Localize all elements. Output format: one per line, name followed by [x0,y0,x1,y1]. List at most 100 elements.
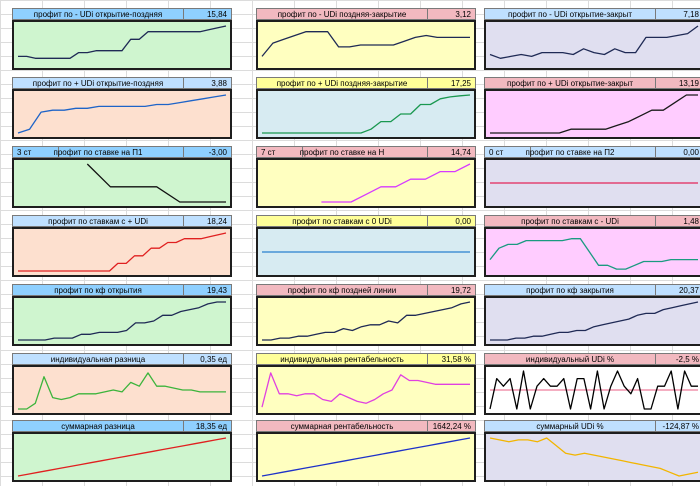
chart-plot-area [12,432,232,482]
chart-svg [86,163,226,203]
chart-panel[interactable]: профит по - UDi открытие-закрыт 7,18 [484,8,700,70]
chart-panel[interactable]: профит по кф открытия 19,43 [12,284,232,346]
chart-panel[interactable]: профит по + UDi открытие-закрыт 13,19 [484,77,700,139]
chart-header: профит по кф поздней линии 19,72 [256,284,476,296]
series-line [261,372,470,408]
chart-panel[interactable]: профит по кф закрытия 20,37 [484,284,700,346]
header-divider [183,285,184,295]
header-divider [427,9,428,19]
chart-title: суммарная рентабельность [290,422,394,431]
chart-value: 15,84 [206,10,227,19]
chart-panel[interactable]: суммарный UDi % -124,87 % [484,420,700,482]
chart-header: 0 ст профит по ставке на П2 0,00 [484,146,700,158]
chart-header: 3 ст профит по ставке на П1 -3,00 [12,146,232,158]
chart-title: профит по ставкам с + UDi [48,217,148,226]
chart-svg [489,437,699,477]
chart-header: профит по - UDi открытие-закрыт 7,18 [484,8,700,20]
chart-value: 0,00 [455,217,471,226]
series-line [17,437,227,477]
header-divider [427,285,428,295]
chart-title: профит по кф закрытия [526,286,614,295]
chart-svg [489,238,698,270]
chart-panel[interactable]: профит по ставкам с - UDi 1,48 [484,215,700,277]
chart-svg [489,25,699,59]
chart-value: 20,37 [678,286,699,295]
chart-value: 18,24 [206,217,227,226]
chart-panel[interactable]: профит по - UDi открытие-поздняя 15,84 [12,8,232,70]
header-divider [427,216,428,226]
chart-value: 7,18 [683,10,699,19]
chart-plot-area [256,296,476,346]
chart-title: профит по + UDi открытие-поздняя [32,79,164,88]
chart-plot-area [484,365,700,415]
header-divider [655,147,656,157]
chart-plot-area [256,432,476,482]
chart-svg [18,301,226,341]
chart-svg [18,232,227,272]
series-line [18,372,226,410]
chart-value: 0,35 ед [200,355,227,364]
header-divider [655,285,656,295]
chart-title: индивидуальный UDi % [525,355,615,364]
series-line [261,437,471,477]
chart-svg [490,94,698,134]
chart-plot-area [12,365,232,415]
chart-title: суммарная разница [61,422,135,431]
chart-plot-area [256,158,476,208]
chart-panel[interactable]: профит по ставкам с 0 UDi 0,00 [256,215,476,277]
chart-panel[interactable]: профит по + UDi открытие-поздняя 3,88 [12,77,232,139]
chart-value: -2,5 % [675,355,699,364]
header-divider [427,421,428,431]
chart-header: суммарная разница 18,35 ед [12,420,232,432]
chart-value: 3,12 [455,10,471,19]
header-divider [427,147,428,157]
chart-panel[interactable]: профит по + UDi поздняя-закрытие 17,25 [256,77,476,139]
chart-plot-area [484,20,700,70]
chart-title: профит по ставкам с - UDi [521,217,619,226]
series-line [489,370,698,410]
header-divider [58,147,59,157]
chart-value: 19,72 [450,286,471,295]
chart-svg [17,437,227,477]
chart-panel[interactable]: суммарная рентабельность 1642,24 % [256,420,476,482]
series-line [490,301,699,341]
chart-plot-area [12,20,232,70]
series-line [321,163,471,203]
series-line [489,437,699,477]
header-divider [183,9,184,19]
chart-panel[interactable]: профит по - UDi поздняя-закрытие 3,12 [256,8,476,70]
chart-header: профит по кф закрытия 20,37 [484,284,700,296]
stake-count: 3 ст [17,148,32,157]
chart-panel[interactable]: профит по кф поздней линии 19,72 [256,284,476,346]
chart-title: суммарный UDi % [536,422,604,431]
chart-plot-area [484,296,700,346]
chart-plot-area [12,89,232,139]
chart-value: -124,87 % [662,422,699,431]
chart-panel[interactable]: индивидуальный UDi % -2,5 % [484,353,700,415]
chart-plot-area [484,158,700,208]
chart-panel[interactable]: суммарная разница 18,35 ед [12,420,232,482]
chart-header: профит по ставкам с - UDi 1,48 [484,215,700,227]
chart-panel[interactable]: 3 ст профит по ставке на П1 -3,00 [12,146,232,208]
chart-header: суммарная рентабельность 1642,24 % [256,420,476,432]
chart-panel[interactable]: 0 ст профит по ставке на П2 0,00 [484,146,700,208]
header-divider [655,9,656,19]
header-divider [183,421,184,431]
chart-plot-area [12,158,232,208]
series-line [490,94,698,134]
header-divider [655,78,656,88]
chart-panel[interactable]: 7 ст профит по ставке на Н 14,74 [256,146,476,208]
chart-svg [321,163,471,203]
chart-title: профит по + UDi поздняя-закрытие [276,79,408,88]
chart-title: профит по кф поздней линии [287,286,397,295]
chart-panel[interactable]: индивидуальная рентабельность 31,58 % [256,353,476,415]
chart-svg [489,370,698,410]
chart-plot-area [256,20,476,70]
chart-panel[interactable]: профит по ставкам с + UDi 18,24 [12,215,232,277]
header-divider [655,216,656,226]
chart-panel[interactable]: индивидуальная разница 0,35 ед [12,353,232,415]
chart-value: 13,19 [678,79,699,88]
chart-header: профит по + UDi поздняя-закрытие 17,25 [256,77,476,89]
chart-svg [261,372,470,408]
chart-svg [17,94,227,134]
